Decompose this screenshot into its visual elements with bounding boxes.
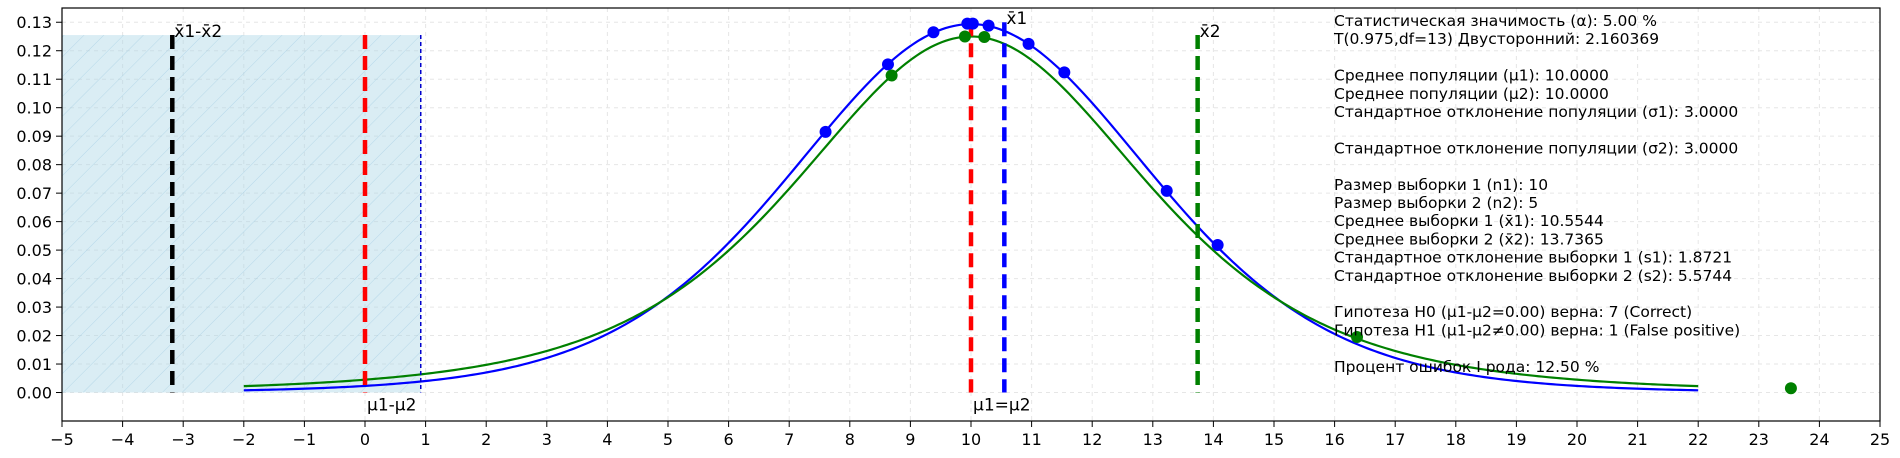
series-0-point	[819, 125, 832, 138]
stats-line: Гипотеза H1 (μ1-μ2≠0.00) верна: 1 (False…	[1334, 321, 1740, 339]
y-tick-label: 0.02	[16, 327, 52, 346]
stats-line: Среднее выборки 1 (x̄1): 10.5544	[1334, 212, 1604, 230]
vline-label-3: μ1=μ2	[973, 396, 1031, 416]
x-tick-label: 3	[542, 430, 552, 449]
series-1-point	[885, 69, 898, 82]
stats-line: Среднее выборки 2 (x̄2): 13.7365	[1334, 230, 1604, 248]
x-tick-label: 4	[602, 430, 612, 449]
stats-line: Гипотеза H0 (μ1-μ2=0.00) верна: 7 (Corre…	[1334, 303, 1692, 321]
series-0-point	[1022, 37, 1035, 50]
x-tick-label: 6	[724, 430, 734, 449]
shaded-region-hatch	[62, 35, 421, 393]
stats-line: Стандартное отклонение популяции (σ1): 3…	[1334, 103, 1738, 121]
x-tick-label: 20	[1567, 430, 1587, 449]
x-tick-label: 23	[1749, 430, 1769, 449]
stats-line: Размер выборки 1 (n1): 10	[1334, 176, 1548, 194]
series-0-point	[1058, 66, 1071, 79]
stats-line: Стандартное отклонение выборки 1 (s1): 1…	[1334, 249, 1732, 267]
x-tick-label: 17	[1385, 430, 1405, 449]
x-tick-label: 7	[784, 430, 794, 449]
stats-line: Среднее популяции (μ2): 10.0000	[1334, 85, 1609, 103]
vline-label-5: x̄2	[1200, 22, 1221, 42]
vline-label-0: x̄1-x̄2	[174, 22, 222, 42]
y-tick-label: 0.01	[16, 355, 52, 374]
x-tick-label: 2	[481, 430, 491, 449]
y-tick-label: 0.11	[16, 70, 52, 89]
series-1-point	[1351, 330, 1364, 343]
x-tick-label: 8	[845, 430, 855, 449]
stats-line: Стандартное отклонение популяции (σ2): 3…	[1334, 139, 1738, 157]
y-tick-label: 0.08	[16, 156, 52, 175]
vline-label-1: μ1-μ2	[367, 396, 416, 416]
y-tick-label: 0.10	[16, 99, 52, 118]
series-0-point	[927, 26, 940, 39]
x-tick-label: 13	[1143, 430, 1163, 449]
series-1-point	[978, 31, 991, 44]
shaded-region	[62, 35, 421, 393]
stats-line: Стандартное отклонение выборки 2 (s2): 5…	[1334, 267, 1732, 285]
ticks: −5 −4 −3 −2 −1 0 1 2 3 4 5 6 7 8 9 10 11 12 13 14 15 16 17 18 19…	[16, 13, 1890, 449]
y-tick-label: 0.07	[16, 184, 52, 203]
vertical-lines: x̄1-x̄2 μ1-μ2 μ1=μ2 x̄1 x̄2	[170, 9, 1221, 416]
x-tick-label: 10	[961, 430, 981, 449]
series-1-point	[1784, 382, 1797, 395]
x-tick-label: 16	[1324, 430, 1344, 449]
y-tick-label: 0.06	[16, 213, 52, 232]
y-tick-label: 0.05	[16, 241, 52, 260]
x-tick-label: −3	[171, 430, 195, 449]
y-tick-label: 0.00	[16, 384, 52, 403]
series-0-point	[1211, 238, 1224, 251]
stats-line: Среднее популяции (μ1): 10.0000	[1334, 67, 1609, 85]
x-tick-label: 0	[360, 430, 370, 449]
x-tick-label: 12	[1082, 430, 1102, 449]
series-0-point	[966, 17, 979, 30]
x-tick-label: 14	[1203, 430, 1223, 449]
series-0-point	[881, 58, 894, 71]
series-0-point	[982, 19, 995, 32]
x-tick-label: 11	[1021, 430, 1041, 449]
y-tick-label: 0.09	[16, 127, 52, 146]
x-tick-label: −4	[111, 430, 135, 449]
y-tick-label: 0.13	[16, 13, 52, 32]
x-tick-label: 22	[1688, 430, 1708, 449]
y-tick-label: 0.04	[16, 270, 52, 289]
series-0-point	[1160, 184, 1173, 197]
stats-line: Процент ошибок I рода: 12.50 %	[1334, 358, 1599, 376]
stats-text: Статистическая значимость (α): 5.00 %T(0…	[1333, 12, 1740, 376]
x-tick-label: 18	[1446, 430, 1466, 449]
series-1-point	[958, 30, 971, 43]
y-tick-label: 0.12	[16, 42, 52, 61]
stats-line: T(0.975,df=13) Двусторонний: 2.160369	[1333, 30, 1659, 48]
x-tick-label: −5	[50, 430, 74, 449]
x-tick-label: 21	[1627, 430, 1647, 449]
x-tick-label: 19	[1506, 430, 1526, 449]
x-tick-label: 15	[1264, 430, 1284, 449]
y-tick-label: 0.03	[16, 298, 52, 317]
stats-line: Размер выборки 2 (n2): 5	[1334, 194, 1538, 212]
x-tick-label: −2	[232, 430, 256, 449]
x-tick-label: 1	[421, 430, 431, 449]
points	[819, 17, 1797, 395]
series-curve-1	[243, 35, 1699, 388]
x-tick-label: 25	[1870, 430, 1890, 449]
x-tick-label: −1	[293, 430, 317, 449]
x-tick-label: 5	[663, 430, 673, 449]
x-tick-label: 9	[905, 430, 915, 449]
stats-line: Статистическая значимость (α): 5.00 %	[1334, 12, 1657, 30]
vline-label-4: x̄1	[1006, 9, 1027, 29]
x-tick-label: 24	[1809, 430, 1829, 449]
